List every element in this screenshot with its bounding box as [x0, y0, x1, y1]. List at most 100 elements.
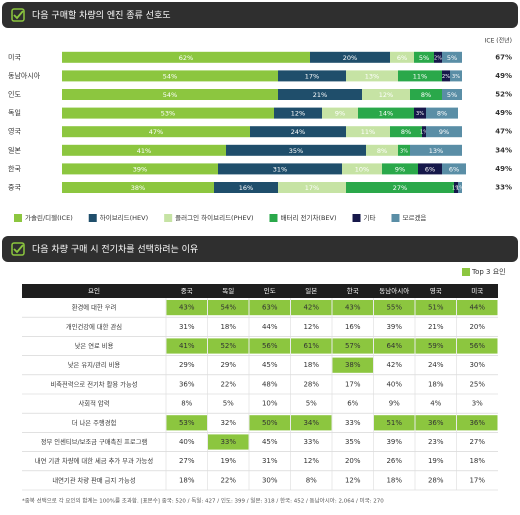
table-cell: 27%	[469, 438, 485, 446]
header-bar	[2, 236, 518, 262]
table-cell: 18%	[179, 476, 195, 484]
category-label: 일본	[8, 145, 21, 154]
value-label: 62%	[179, 54, 193, 62]
side-value: 47%	[495, 128, 512, 136]
top3-highlight	[208, 300, 249, 316]
table-cell: 44%	[469, 304, 485, 312]
bar-segment	[434, 51, 442, 63]
top3-highlight	[332, 338, 373, 354]
table-cell: 35%	[345, 438, 361, 446]
table-header: 독일	[222, 286, 234, 295]
bar-segment	[398, 144, 410, 156]
table-cell: 63%	[262, 304, 278, 312]
check-mark	[13, 10, 24, 20]
table-cell: 28%	[428, 476, 444, 484]
table-cell: 12%	[303, 457, 319, 465]
table-cell: 31%	[179, 323, 195, 331]
bar-segment	[418, 163, 442, 175]
table-header: 동남아시아	[379, 286, 409, 295]
bar-segment	[458, 182, 462, 193]
value-label: 9%	[335, 110, 345, 118]
row-label: 비축전력으로 전기차 활용 가능성	[50, 379, 137, 388]
bar-segment	[442, 89, 462, 100]
table-cell: 25%	[469, 380, 485, 388]
value-label: 11%	[361, 128, 375, 136]
table-cell: 36%	[469, 419, 485, 427]
table-cell: 18%	[303, 361, 319, 369]
table-cell: 59%	[428, 342, 444, 350]
side-value: 34%	[495, 146, 512, 154]
check-icon	[11, 8, 25, 22]
bar-segment	[62, 70, 278, 82]
bar-segment	[442, 70, 450, 82]
bar-segment	[390, 126, 422, 138]
value-label: 3%	[400, 148, 408, 154]
legend-swatch	[14, 214, 22, 222]
bar-segment	[442, 51, 462, 63]
value-label: 10%	[355, 165, 369, 173]
value-label: 54%	[163, 91, 177, 99]
row-label: 환경에 대한 우려	[72, 303, 117, 312]
table-cell: 12%	[345, 476, 361, 484]
value-label: 13%	[365, 72, 379, 80]
bar-segment	[274, 107, 322, 119]
bar-segment	[278, 182, 346, 193]
bar-segment	[346, 126, 390, 138]
table-cell: 28%	[303, 380, 319, 388]
value-label: 1%	[456, 186, 464, 192]
table-cell: 4%	[430, 400, 441, 408]
table-cell: 40%	[386, 380, 402, 388]
bar-segment	[62, 144, 226, 156]
value-label: 6%	[449, 165, 459, 173]
table-cell: 36%	[428, 419, 444, 427]
table-cell: 40%	[179, 438, 195, 446]
legend-swatch	[269, 214, 278, 222]
value-label: 6%	[425, 165, 435, 173]
row-label: 개인건강에 대한 관심	[66, 322, 122, 331]
top3-highlight	[291, 300, 332, 316]
value-label: 27%	[393, 184, 407, 192]
value-label: 12%	[291, 110, 305, 118]
bar-segment	[62, 89, 278, 100]
bar-segment	[398, 70, 442, 82]
value-label: 2%	[434, 55, 442, 61]
table-cell: 44%	[262, 323, 278, 331]
legend-label: 하이브리드(HEV)	[100, 213, 148, 222]
legend-label: 배터리 전기차(BEV)	[280, 213, 336, 222]
bar-segment	[310, 51, 390, 63]
table-cell: 9%	[389, 400, 400, 408]
legend-label: 모르겠음	[402, 213, 426, 222]
table-cell: 36%	[179, 380, 195, 388]
row-label: 내연기관 차량 판매 금지 가능성	[52, 475, 136, 484]
value-label: 8%	[377, 147, 387, 155]
table-cell: 43%	[345, 304, 361, 312]
top3-highlight	[332, 300, 373, 316]
top3-highlight	[415, 338, 456, 354]
value-label: 8%	[437, 110, 447, 118]
table-cell: 43%	[179, 304, 195, 312]
table-cell: 23%	[428, 438, 444, 446]
table-cell: 38%	[345, 361, 361, 369]
table-cell: 39%	[386, 438, 402, 446]
value-label: 11%	[413, 72, 427, 80]
table-cell: 33%	[345, 419, 361, 427]
top3-highlight	[374, 338, 415, 354]
footnote: *중복 선택으로 각 요인의 합계는 100%를 초과함. [표본수] 중국: …	[22, 497, 384, 505]
category-label: 미국	[8, 52, 21, 61]
table-cell: 20%	[345, 457, 361, 465]
row-label: 낮은 유지/관리 비용	[68, 360, 121, 369]
legend-swatch	[352, 214, 361, 222]
category-label: 한국	[8, 165, 21, 173]
table-header: 영국	[430, 286, 442, 295]
bar-segment	[426, 107, 458, 119]
bar-segment	[450, 70, 462, 82]
table-cell: 33%	[220, 438, 236, 446]
table-header-bg	[22, 284, 498, 298]
value-label: 24%	[291, 128, 305, 136]
bar-segment	[278, 70, 346, 82]
bar-segment	[414, 107, 426, 119]
value-label: 20%	[343, 54, 357, 62]
table-cell: 42%	[303, 304, 319, 312]
table-header: 미국	[471, 286, 483, 295]
